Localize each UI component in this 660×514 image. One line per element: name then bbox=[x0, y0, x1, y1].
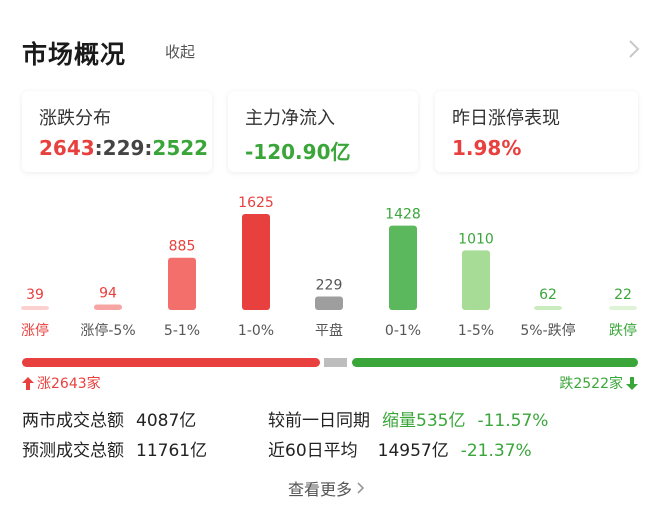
category-label: 平盘 bbox=[315, 322, 343, 339]
bar-7 bbox=[534, 306, 562, 310]
up-down-ratio-bar bbox=[22, 358, 638, 367]
compare-pct: -11.57% bbox=[477, 411, 549, 431]
down-total-label: 跌2522家 bbox=[559, 376, 623, 392]
bar-value-label: 62 bbox=[539, 287, 557, 303]
arrow-down-icon bbox=[626, 376, 638, 390]
bar-6 bbox=[462, 250, 490, 310]
up-count: 2643 bbox=[39, 136, 95, 160]
avg60-label: 近60日平均 bbox=[268, 441, 358, 461]
down-ratio-segment bbox=[352, 358, 638, 367]
view-more-label: 查看更多 bbox=[288, 480, 353, 499]
up-total-label: 涨2643家 bbox=[37, 376, 101, 392]
bar-value-label: 885 bbox=[169, 239, 196, 255]
separator: : bbox=[144, 136, 153, 160]
bar-value-label: 1625 bbox=[238, 195, 274, 211]
card-distribution-label: 涨跌分布 bbox=[39, 108, 111, 129]
up-ratio-segment bbox=[22, 358, 320, 367]
card-main-inflow-label: 主力净流入 bbox=[245, 108, 335, 129]
category-label: 涨停-5% bbox=[80, 322, 135, 339]
avg60-value: 14957亿 bbox=[377, 441, 449, 461]
turnover-row: 两市成交总额 4087亿 bbox=[22, 406, 196, 431]
limit-up-value: 1.98% bbox=[452, 136, 522, 160]
card-main-inflow[interactable]: 主力净流入 -120.90亿 bbox=[228, 91, 418, 172]
avg60-row: 近60日平均 14957亿 -21.37% bbox=[268, 436, 532, 461]
distribution-bar-chart: 39 涨停 94 涨停-5% 885 5-1% 1625 1-0% 229 平盘 1428 0-1% 1… bbox=[21, 195, 637, 339]
distribution-values: 2643:229:2522 bbox=[39, 136, 208, 160]
compare-value: 缩量535亿 bbox=[382, 411, 466, 431]
category-label: 1-0% bbox=[238, 323, 274, 339]
bar-2 bbox=[168, 257, 196, 310]
card-limit-up-label: 昨日涨停表现 bbox=[452, 108, 560, 129]
down-total: 跌2522家 bbox=[559, 373, 638, 393]
arrow-up-icon bbox=[22, 376, 34, 390]
flat-count: 229 bbox=[102, 136, 145, 160]
bar-0 bbox=[21, 306, 49, 310]
compare-label: 较前一日同期 bbox=[268, 411, 370, 431]
bar-5 bbox=[389, 225, 417, 310]
bar-8 bbox=[609, 306, 637, 310]
bar-value-label: 1428 bbox=[385, 207, 421, 223]
compare-row: 较前一日同期 缩量535亿 -11.57% bbox=[268, 406, 548, 431]
down-count: 2522 bbox=[152, 136, 209, 160]
up-total: 涨2643家 bbox=[22, 373, 101, 393]
chevron-right-icon bbox=[357, 482, 365, 494]
category-label: 5-1% bbox=[164, 323, 200, 339]
bar-value-label: 39 bbox=[26, 287, 44, 303]
turnover-label: 两市成交总额 bbox=[22, 411, 124, 431]
bar-value-label: 229 bbox=[316, 277, 343, 293]
avg60-pct: -21.37% bbox=[460, 441, 532, 461]
chevron-right-icon[interactable] bbox=[626, 38, 642, 60]
card-distribution[interactable]: 涨跌分布 2643:229:2522 bbox=[22, 91, 212, 172]
market-overview-title: 市场概况 bbox=[22, 40, 127, 69]
separator: : bbox=[94, 136, 103, 160]
view-more-link[interactable]: 查看更多 bbox=[288, 476, 365, 500]
category-label: 跌停 bbox=[609, 322, 637, 339]
collapse-button[interactable]: 收起 bbox=[165, 43, 196, 61]
bar-3 bbox=[242, 214, 270, 310]
turnover-value: 4087亿 bbox=[136, 411, 197, 431]
category-label: 5%-跌停 bbox=[520, 322, 575, 339]
card-limit-up-performance[interactable]: 昨日涨停表现 1.98% bbox=[435, 91, 638, 172]
bar-value-label: 1010 bbox=[458, 231, 494, 247]
category-label: 0-1% bbox=[385, 323, 421, 339]
bar-4 bbox=[315, 296, 343, 310]
bar-value-label: 22 bbox=[614, 287, 632, 303]
bar-value-label: 94 bbox=[99, 285, 117, 301]
forecast-label: 预测成交总额 bbox=[22, 441, 124, 461]
flat-ratio-segment bbox=[324, 358, 347, 367]
main-inflow-value: -120.90亿 bbox=[245, 140, 351, 164]
forecast-value: 11761亿 bbox=[136, 441, 208, 461]
category-label: 1-5% bbox=[458, 323, 494, 339]
category-label: 涨停 bbox=[21, 322, 49, 339]
bar-1 bbox=[94, 304, 122, 310]
forecast-row: 预测成交总额 11761亿 bbox=[22, 436, 207, 461]
